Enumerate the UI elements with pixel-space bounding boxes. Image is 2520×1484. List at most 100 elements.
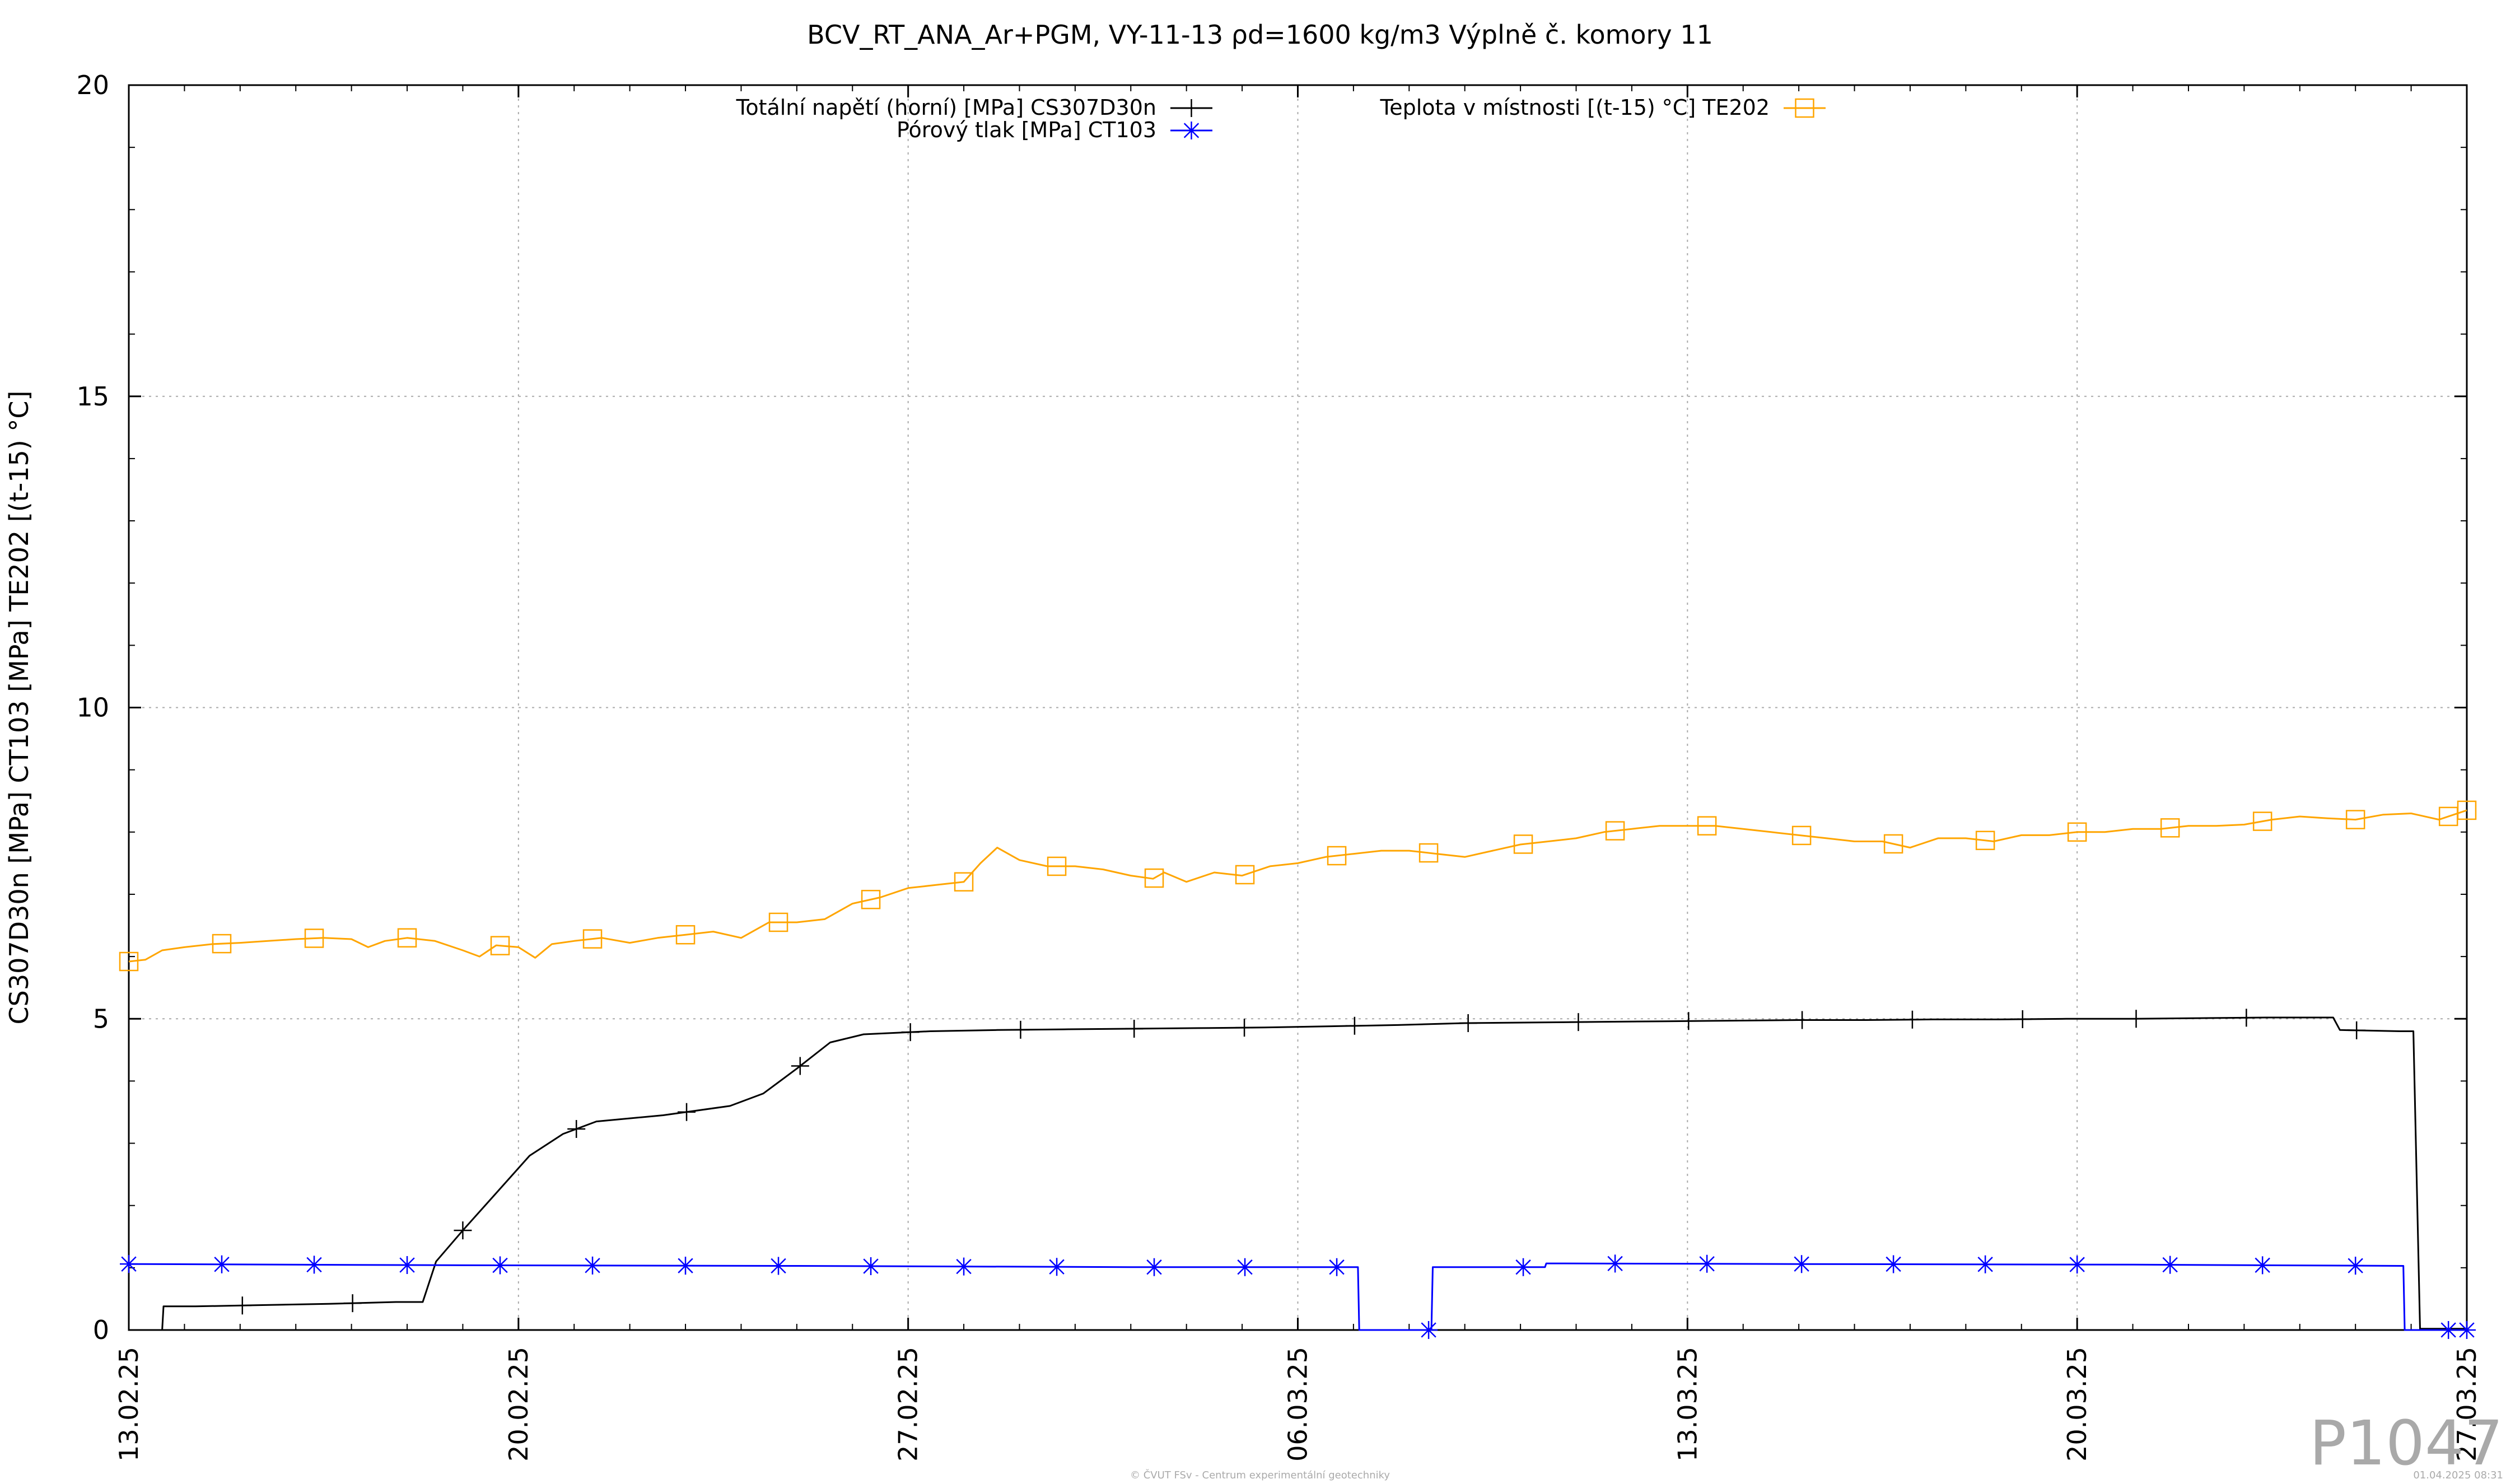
y-tick-label: 20 <box>76 70 109 100</box>
marker-total-stress <box>1569 1013 1588 1032</box>
marker-room-temperature <box>1047 856 1067 876</box>
marker-pore-pressure <box>862 1257 880 1276</box>
marker-pore-pressure <box>1793 1255 1811 1273</box>
marker-total-stress <box>1011 1020 1030 1039</box>
marker-pore-pressure <box>2253 1256 2272 1275</box>
marker-total-stress <box>2237 1009 2256 1027</box>
marker-pore-pressure <box>1328 1258 1346 1276</box>
grid <box>129 85 2467 1330</box>
marker-pore-pressure <box>1698 1254 1716 1273</box>
legend-marker-pore-pressure <box>1182 122 1201 139</box>
marker-room-temperature <box>1327 846 1347 866</box>
marker-room-temperature <box>2067 822 2087 842</box>
marker-pore-pressure <box>1514 1258 1533 1276</box>
legend-marker-room-temperature <box>1795 98 1814 118</box>
marker-room-temperature <box>954 872 974 892</box>
y-axis-label: CS307D30n [MPa] CT103 [MPa] TE202 [(t-15… <box>4 391 34 1025</box>
marker-pore-pressure <box>305 1256 324 1274</box>
marker-room-temperature <box>1144 868 1164 888</box>
marker-total-stress <box>1235 1019 1254 1037</box>
y-tick-label: 5 <box>93 1004 109 1034</box>
marker-total-stress <box>233 1296 251 1315</box>
marker-room-temperature <box>1791 825 1812 846</box>
line-pore-pressure <box>128 1262 2467 1331</box>
marker-total-stress <box>567 1119 586 1138</box>
marker-room-temperature <box>675 925 696 945</box>
marker-pore-pressure <box>213 1255 231 1273</box>
marker-total-stress <box>1903 1010 1921 1029</box>
series-pore-pressure <box>120 1254 2476 1339</box>
x-tick-label: 20.02.25 <box>503 1347 534 1462</box>
marker-room-temperature <box>2345 810 2365 829</box>
footer-timestamp: 01.04.2025 08:31 <box>2413 1469 2503 1481</box>
marker-total-stress <box>454 1221 472 1240</box>
legend-label-total-stress: Totální napětí (horní) [MPa] CS307D30n <box>736 95 1156 120</box>
legend-label-room-temperature: Teplota v místnosti [(t-15) °C] TE202 <box>1379 95 1770 120</box>
marker-pore-pressure <box>2458 1321 2476 1339</box>
marker-pore-pressure <box>584 1256 602 1275</box>
x-tick-label: 27.02.25 <box>893 1347 923 1462</box>
marker-pore-pressure <box>2346 1257 2365 1275</box>
marker-room-temperature <box>582 929 603 949</box>
marker-total-stress <box>2013 1010 2032 1028</box>
marker-room-temperature <box>1975 830 1995 851</box>
marker-room-temperature <box>2252 811 2272 831</box>
marker-room-temperature <box>119 951 139 972</box>
marker-total-stress <box>901 1023 920 1042</box>
marker-room-temperature <box>1697 816 1717 836</box>
y-tick-label: 0 <box>93 1315 109 1345</box>
marker-room-temperature <box>2457 800 2477 820</box>
x-tick-label: 13.03.25 <box>1672 1347 1702 1462</box>
series-room-temperature <box>119 800 2477 972</box>
marker-pore-pressure <box>2161 1256 2180 1274</box>
footer-copyright: © ČVUT FSv - Centrum experimentální geot… <box>1130 1469 1390 1481</box>
marker-total-stress <box>1345 1016 1364 1035</box>
x-tick-label: 13.02.25 <box>114 1347 144 1462</box>
marker-pore-pressure <box>769 1257 788 1275</box>
plot-id-stamp: P1047 <box>2309 1407 2503 1479</box>
y-tick-label: 15 <box>76 381 109 412</box>
marker-room-temperature <box>1418 843 1439 863</box>
line-room-temperature <box>128 809 2467 963</box>
series-total-stress <box>129 1009 2467 1331</box>
legend-marker-total-stress <box>1182 99 1201 117</box>
legend-label-pore-pressure: Pórový tlak [MPa] CT103 <box>897 118 1156 142</box>
marker-total-stress <box>2127 1010 2145 1028</box>
marker-total-stress <box>1459 1014 1477 1032</box>
marker-pore-pressure <box>1976 1255 1995 1273</box>
marker-room-temperature <box>397 928 417 948</box>
marker-pore-pressure <box>2439 1321 2458 1339</box>
marker-pore-pressure <box>1145 1258 1164 1276</box>
marker-total-stress <box>1679 1012 1698 1030</box>
marker-total-stress <box>1125 1019 1144 1038</box>
marker-pore-pressure <box>491 1256 510 1275</box>
marker-pore-pressure <box>2068 1256 2087 1274</box>
marker-room-temperature <box>1605 821 1625 841</box>
marker-total-stress <box>2348 1021 2366 1039</box>
marker-room-temperature <box>1513 834 1533 854</box>
marker-pore-pressure <box>1420 1321 1438 1339</box>
marker-pore-pressure <box>398 1256 417 1275</box>
marker-pore-pressure <box>120 1255 138 1273</box>
marker-pore-pressure <box>1606 1254 1625 1273</box>
legend: Totální napětí (horní) [MPa] CS307D30nPó… <box>736 95 1826 142</box>
marker-room-temperature <box>212 934 232 954</box>
marker-room-temperature <box>861 890 881 909</box>
x-tick-label: 20.03.25 <box>2062 1347 2092 1462</box>
x-tick-label: 06.03.25 <box>1283 1347 1313 1462</box>
marker-room-temperature <box>1883 834 1903 854</box>
marker-total-stress <box>343 1294 362 1313</box>
x-tick-label: 27.03.25 <box>2452 1347 2482 1462</box>
marker-room-temperature <box>1235 865 1255 885</box>
marker-pore-pressure <box>1236 1258 1254 1276</box>
marker-total-stress <box>678 1103 696 1121</box>
marker-room-temperature <box>768 912 788 932</box>
chart-title: BCV_RT_ANA_Ar+PGM, VY-11-13 ρd=1600 kg/m… <box>807 20 1713 50</box>
x-axis: 13.02.25 20.02.25 27.02.25 06.03.25 13.03.25… <box>114 85 2482 1462</box>
marker-room-temperature <box>304 928 324 948</box>
series-layer <box>119 800 2477 1339</box>
y-tick-label: 10 <box>76 693 109 723</box>
marker-total-stress <box>791 1057 809 1075</box>
marker-pore-pressure <box>1884 1255 1903 1273</box>
